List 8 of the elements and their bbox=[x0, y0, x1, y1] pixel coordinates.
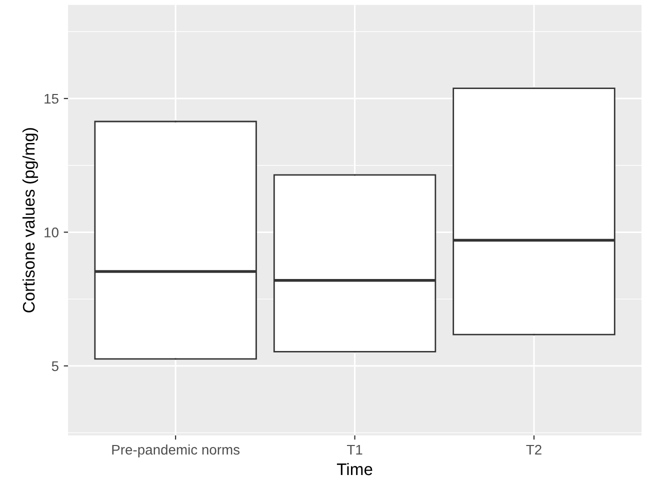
y-axis-title: Cortisone values (pg/mg) bbox=[22, 128, 38, 312]
x-tick-label: Pre-pandemic norms bbox=[112, 444, 240, 458]
y-tick-label: 5 bbox=[52, 361, 58, 372]
y-tick-label: 15 bbox=[44, 94, 58, 104]
x-axis-title: Time bbox=[336, 462, 372, 476]
x-tick-label: T1 bbox=[346, 444, 362, 455]
x-tick-label: T2 bbox=[526, 444, 542, 455]
y-tick-label: 10 bbox=[44, 228, 58, 238]
